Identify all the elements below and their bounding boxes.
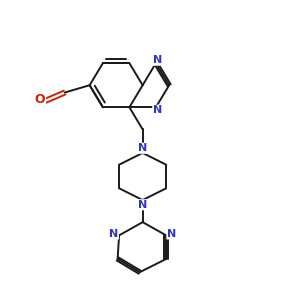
Text: N: N: [153, 55, 162, 65]
Text: N: N: [167, 229, 176, 239]
Text: N: N: [138, 200, 147, 210]
Text: N: N: [138, 143, 147, 153]
Text: O: O: [35, 93, 46, 106]
Text: N: N: [153, 105, 162, 115]
Text: N: N: [109, 229, 119, 239]
